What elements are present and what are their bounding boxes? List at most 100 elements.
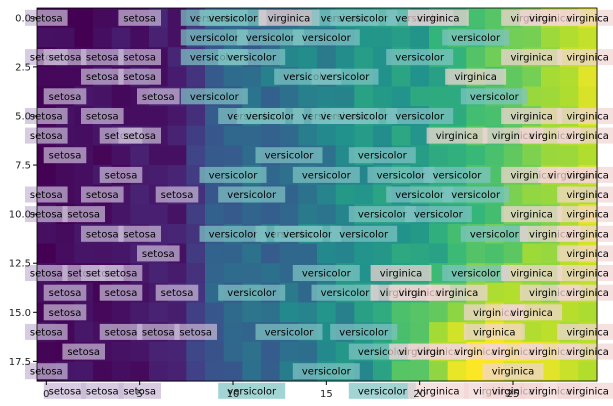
cell-label-text: virginica bbox=[566, 131, 609, 142]
cell-label-text: setosa bbox=[67, 347, 100, 358]
cell-label-setosa: setosa bbox=[25, 186, 68, 203]
cell-label-text: versicolor bbox=[265, 151, 315, 162]
cell-label-text: virginica bbox=[566, 190, 609, 201]
y-tick-label: 7.5 bbox=[15, 161, 31, 172]
heatmap-cell bbox=[429, 223, 449, 245]
cell-label-box bbox=[99, 265, 143, 281]
cell-label-versicolor: versicolor bbox=[348, 206, 416, 223]
heatmap-cell bbox=[242, 302, 262, 323]
cell-label-box bbox=[557, 166, 613, 183]
cell-label-box bbox=[25, 206, 68, 223]
cell-label-virginica: virginica bbox=[557, 9, 613, 26]
cell-label-versicolor: versicolor bbox=[255, 323, 323, 340]
cell-label-setosa: setosa bbox=[25, 127, 68, 144]
cell-label-setosa: setosa bbox=[99, 323, 143, 340]
heatmap-cell bbox=[93, 86, 113, 107]
heatmap-cell bbox=[74, 8, 94, 29]
cell-label-setosa: setosa bbox=[81, 186, 124, 203]
heatmap-cell bbox=[93, 361, 113, 382]
cell-label-versicolor: versicolor bbox=[255, 147, 323, 164]
cell-label-versicolor: versicolor bbox=[180, 88, 248, 105]
cell-label-setosa: setosa bbox=[81, 68, 124, 85]
heatmap-cell bbox=[186, 361, 206, 382]
cell-label-box bbox=[557, 382, 613, 399]
cell-label-setosa: setosa bbox=[25, 363, 68, 380]
cell-label-versicolor: versicolor bbox=[423, 166, 491, 183]
cell-label-box bbox=[557, 225, 613, 242]
cell-label-box bbox=[292, 166, 360, 183]
heatmap-cell bbox=[522, 243, 542, 264]
heatmap-cell bbox=[93, 243, 113, 264]
cell-label-box bbox=[557, 245, 613, 262]
cell-label-box bbox=[99, 284, 143, 301]
cell-label-virginica: virginica bbox=[407, 382, 469, 399]
cell-label-versicolor: versicolor bbox=[386, 108, 454, 124]
heatmap-cell bbox=[149, 204, 169, 225]
cell-label-text: virginica bbox=[510, 112, 553, 123]
heatmap-cell bbox=[167, 204, 187, 225]
cell-label-text: versicolor bbox=[377, 170, 427, 181]
heatmap-cell bbox=[317, 86, 337, 107]
cell-label-box bbox=[501, 304, 563, 321]
heatmap-cell bbox=[335, 47, 355, 68]
cell-label-box bbox=[118, 49, 161, 66]
cell-label-text: versicolor bbox=[395, 190, 445, 201]
cell-label-setosa: setosa bbox=[118, 382, 161, 399]
cell-label-text: setosa bbox=[49, 288, 82, 299]
heatmap-cell bbox=[205, 302, 225, 323]
heatmap-cell bbox=[223, 302, 243, 323]
cell-label-versicolor: versicolor bbox=[180, 29, 248, 46]
heatmap-cell bbox=[541, 243, 561, 264]
cell-label-setosa: setosa bbox=[155, 186, 199, 203]
heatmap-cell bbox=[466, 145, 486, 166]
heatmap-cell bbox=[298, 125, 318, 147]
cell-label-box bbox=[445, 68, 507, 85]
heatmap-cell bbox=[242, 204, 262, 225]
heatmap-cell bbox=[541, 145, 561, 166]
cell-label-box bbox=[43, 147, 87, 164]
heatmap-cell bbox=[111, 27, 131, 48]
cell-label-box bbox=[180, 29, 248, 46]
heatmap-cell bbox=[429, 302, 449, 323]
heatmap-cell bbox=[242, 341, 262, 362]
heatmap-cell bbox=[167, 66, 187, 88]
cell-label-virginica: virginica bbox=[557, 166, 613, 183]
heatmap-cell bbox=[578, 302, 598, 323]
cell-label-box bbox=[25, 108, 68, 124]
cell-label-text: versicolor bbox=[339, 327, 389, 338]
heatmap-cell bbox=[205, 361, 225, 382]
cell-label-versicolor: versicolor bbox=[311, 68, 379, 85]
heatmap-cell bbox=[74, 27, 94, 48]
cell-label-text: setosa bbox=[123, 131, 156, 142]
heatmap-cell bbox=[298, 86, 318, 107]
cell-label-box bbox=[557, 49, 613, 66]
heatmap-cell bbox=[559, 27, 579, 48]
cell-label-box bbox=[25, 363, 68, 380]
heatmap-cell bbox=[111, 243, 131, 264]
cell-label-text: virginica bbox=[492, 347, 535, 358]
heatmap-cell bbox=[186, 263, 206, 284]
heatmap-cell bbox=[354, 302, 374, 323]
cell-label-box bbox=[557, 265, 613, 281]
cell-label-box bbox=[426, 284, 488, 301]
cell-label-virginica: virginica bbox=[370, 265, 432, 281]
heatmap-cell bbox=[130, 106, 150, 127]
cell-label-box bbox=[218, 284, 286, 301]
cell-label-text: virginica bbox=[529, 13, 572, 24]
heatmap-cell bbox=[410, 243, 430, 264]
cell-label-box bbox=[218, 186, 286, 203]
cell-label-box bbox=[81, 108, 124, 124]
cell-label-box bbox=[137, 88, 180, 105]
heatmap-cell bbox=[522, 184, 542, 205]
cell-label-virginica: virginica bbox=[557, 225, 613, 242]
heatmap-cell bbox=[167, 341, 187, 362]
cell-label-text: versicolor bbox=[358, 386, 408, 397]
x-tick-label: 0 bbox=[43, 389, 49, 400]
heatmap-cell bbox=[559, 302, 579, 323]
heatmap-cell bbox=[223, 361, 243, 382]
heatmap-cell bbox=[55, 165, 75, 186]
cell-label-box bbox=[62, 206, 105, 223]
y-tick-label: 0.0 bbox=[15, 13, 31, 24]
heatmap-cell bbox=[503, 243, 523, 264]
cell-label-setosa: setosa bbox=[137, 245, 180, 262]
